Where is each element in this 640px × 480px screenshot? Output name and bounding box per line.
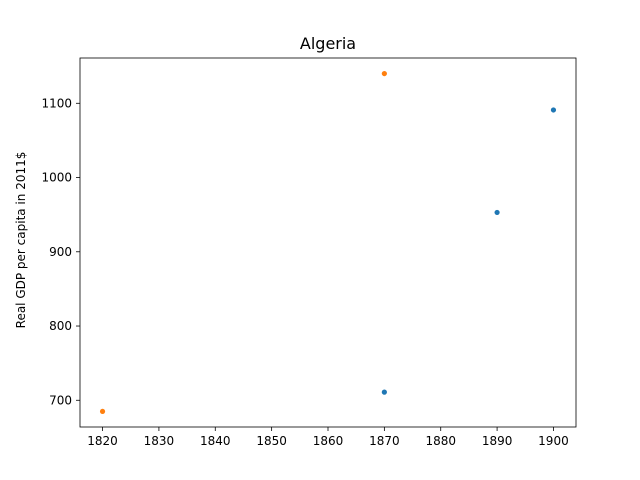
data-point xyxy=(381,70,387,77)
x-tick-label: 1820 xyxy=(87,434,118,448)
y-tick-label: 1000 xyxy=(41,171,72,185)
x-tick-label: 1860 xyxy=(313,434,344,448)
data-point xyxy=(550,107,557,113)
x-tick-label: 1850 xyxy=(256,434,287,448)
data-point xyxy=(99,408,106,415)
x-tick-label: 1900 xyxy=(538,434,569,448)
plot-area: 1820 1830 1840 1850 1860 1870 1880 1890 1900 700 8… xyxy=(41,57,577,448)
x-tick-label: 1830 xyxy=(144,434,175,448)
data-point xyxy=(381,389,387,395)
y-tick-label: 800 xyxy=(49,319,72,333)
x-tick-label: 1890 xyxy=(482,434,513,448)
x-tick-label: 1840 xyxy=(200,434,231,448)
chart-title: Algeria xyxy=(300,34,356,53)
data-points xyxy=(99,70,557,415)
plot-frame xyxy=(79,57,577,428)
data-point xyxy=(494,209,500,216)
y-axis-label: Real GDP per capita in 2011$ xyxy=(14,152,28,329)
y-tick-label: 900 xyxy=(49,245,72,259)
x-tick-label: 1880 xyxy=(425,434,456,448)
y-tick-label: 700 xyxy=(49,393,72,407)
x-tick-label: 1870 xyxy=(369,434,400,448)
y-tick-label: 1100 xyxy=(41,96,72,110)
